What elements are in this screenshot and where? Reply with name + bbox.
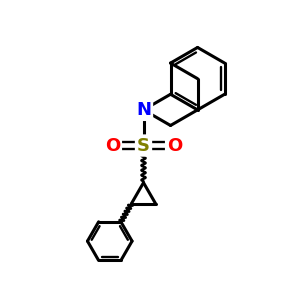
Text: N: N [136,101,151,119]
Text: S: S [137,136,150,154]
Text: O: O [167,136,182,154]
Text: O: O [105,136,120,154]
